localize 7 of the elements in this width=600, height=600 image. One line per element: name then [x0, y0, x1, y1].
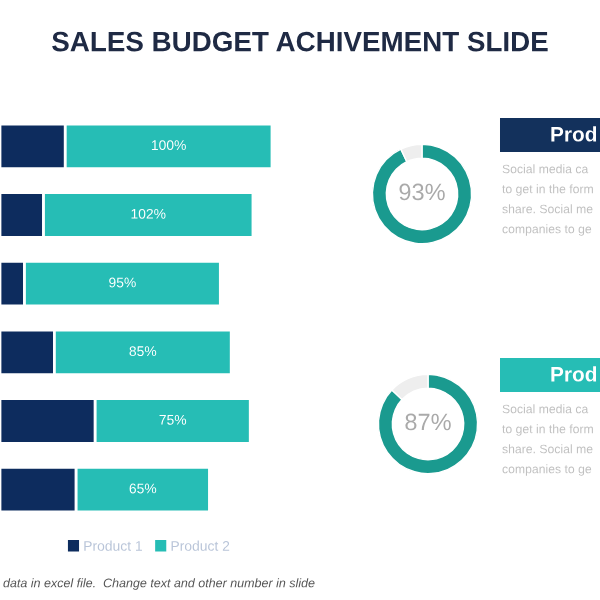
- chart-title: SALES BUDGET ACHIVEMENT SLIDE: [52, 31, 548, 52]
- donut-slice: [371, 143, 473, 245]
- text: Prod: [551, 366, 597, 382]
- text: 87%: [405, 413, 451, 431]
- donut-slice: [377, 373, 479, 475]
- text: Prod: [551, 126, 597, 142]
- text: 93%: [399, 183, 445, 201]
